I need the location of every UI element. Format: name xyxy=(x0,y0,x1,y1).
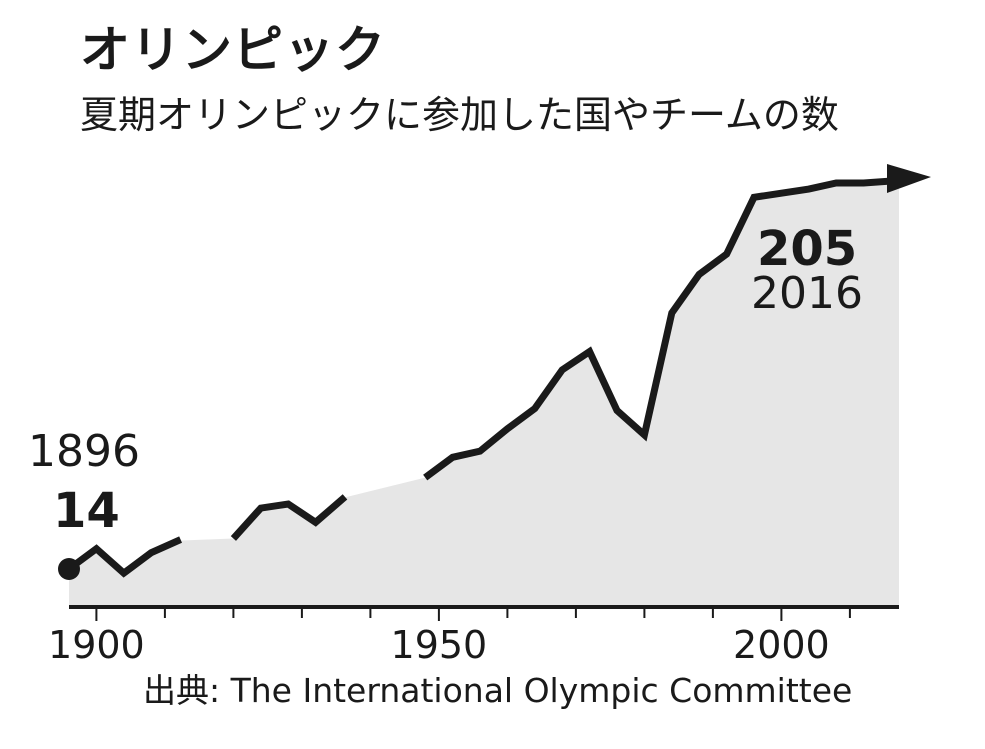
end-year-label: 2016 xyxy=(751,268,863,319)
data-line-segment xyxy=(66,536,183,578)
data-line-segment xyxy=(423,177,892,481)
data-line-segment xyxy=(230,494,348,541)
start-year-label: 1896 xyxy=(28,426,140,477)
source-note: 出典: The International Olympic Committee xyxy=(143,671,853,710)
start-value-label: 14 xyxy=(53,483,120,539)
end-value-label: 205 xyxy=(757,221,857,277)
chart-subtitle: 夏期オリンピックに参加した国やチームの数 xyxy=(80,93,839,137)
x-tick-label: 1900 xyxy=(48,623,145,667)
x-tick-label: 1950 xyxy=(391,623,488,667)
trend-arrow xyxy=(887,164,931,193)
chart-title: オリンピック xyxy=(80,21,386,79)
x-tick-label: 2000 xyxy=(733,623,830,667)
start-point xyxy=(58,558,80,580)
